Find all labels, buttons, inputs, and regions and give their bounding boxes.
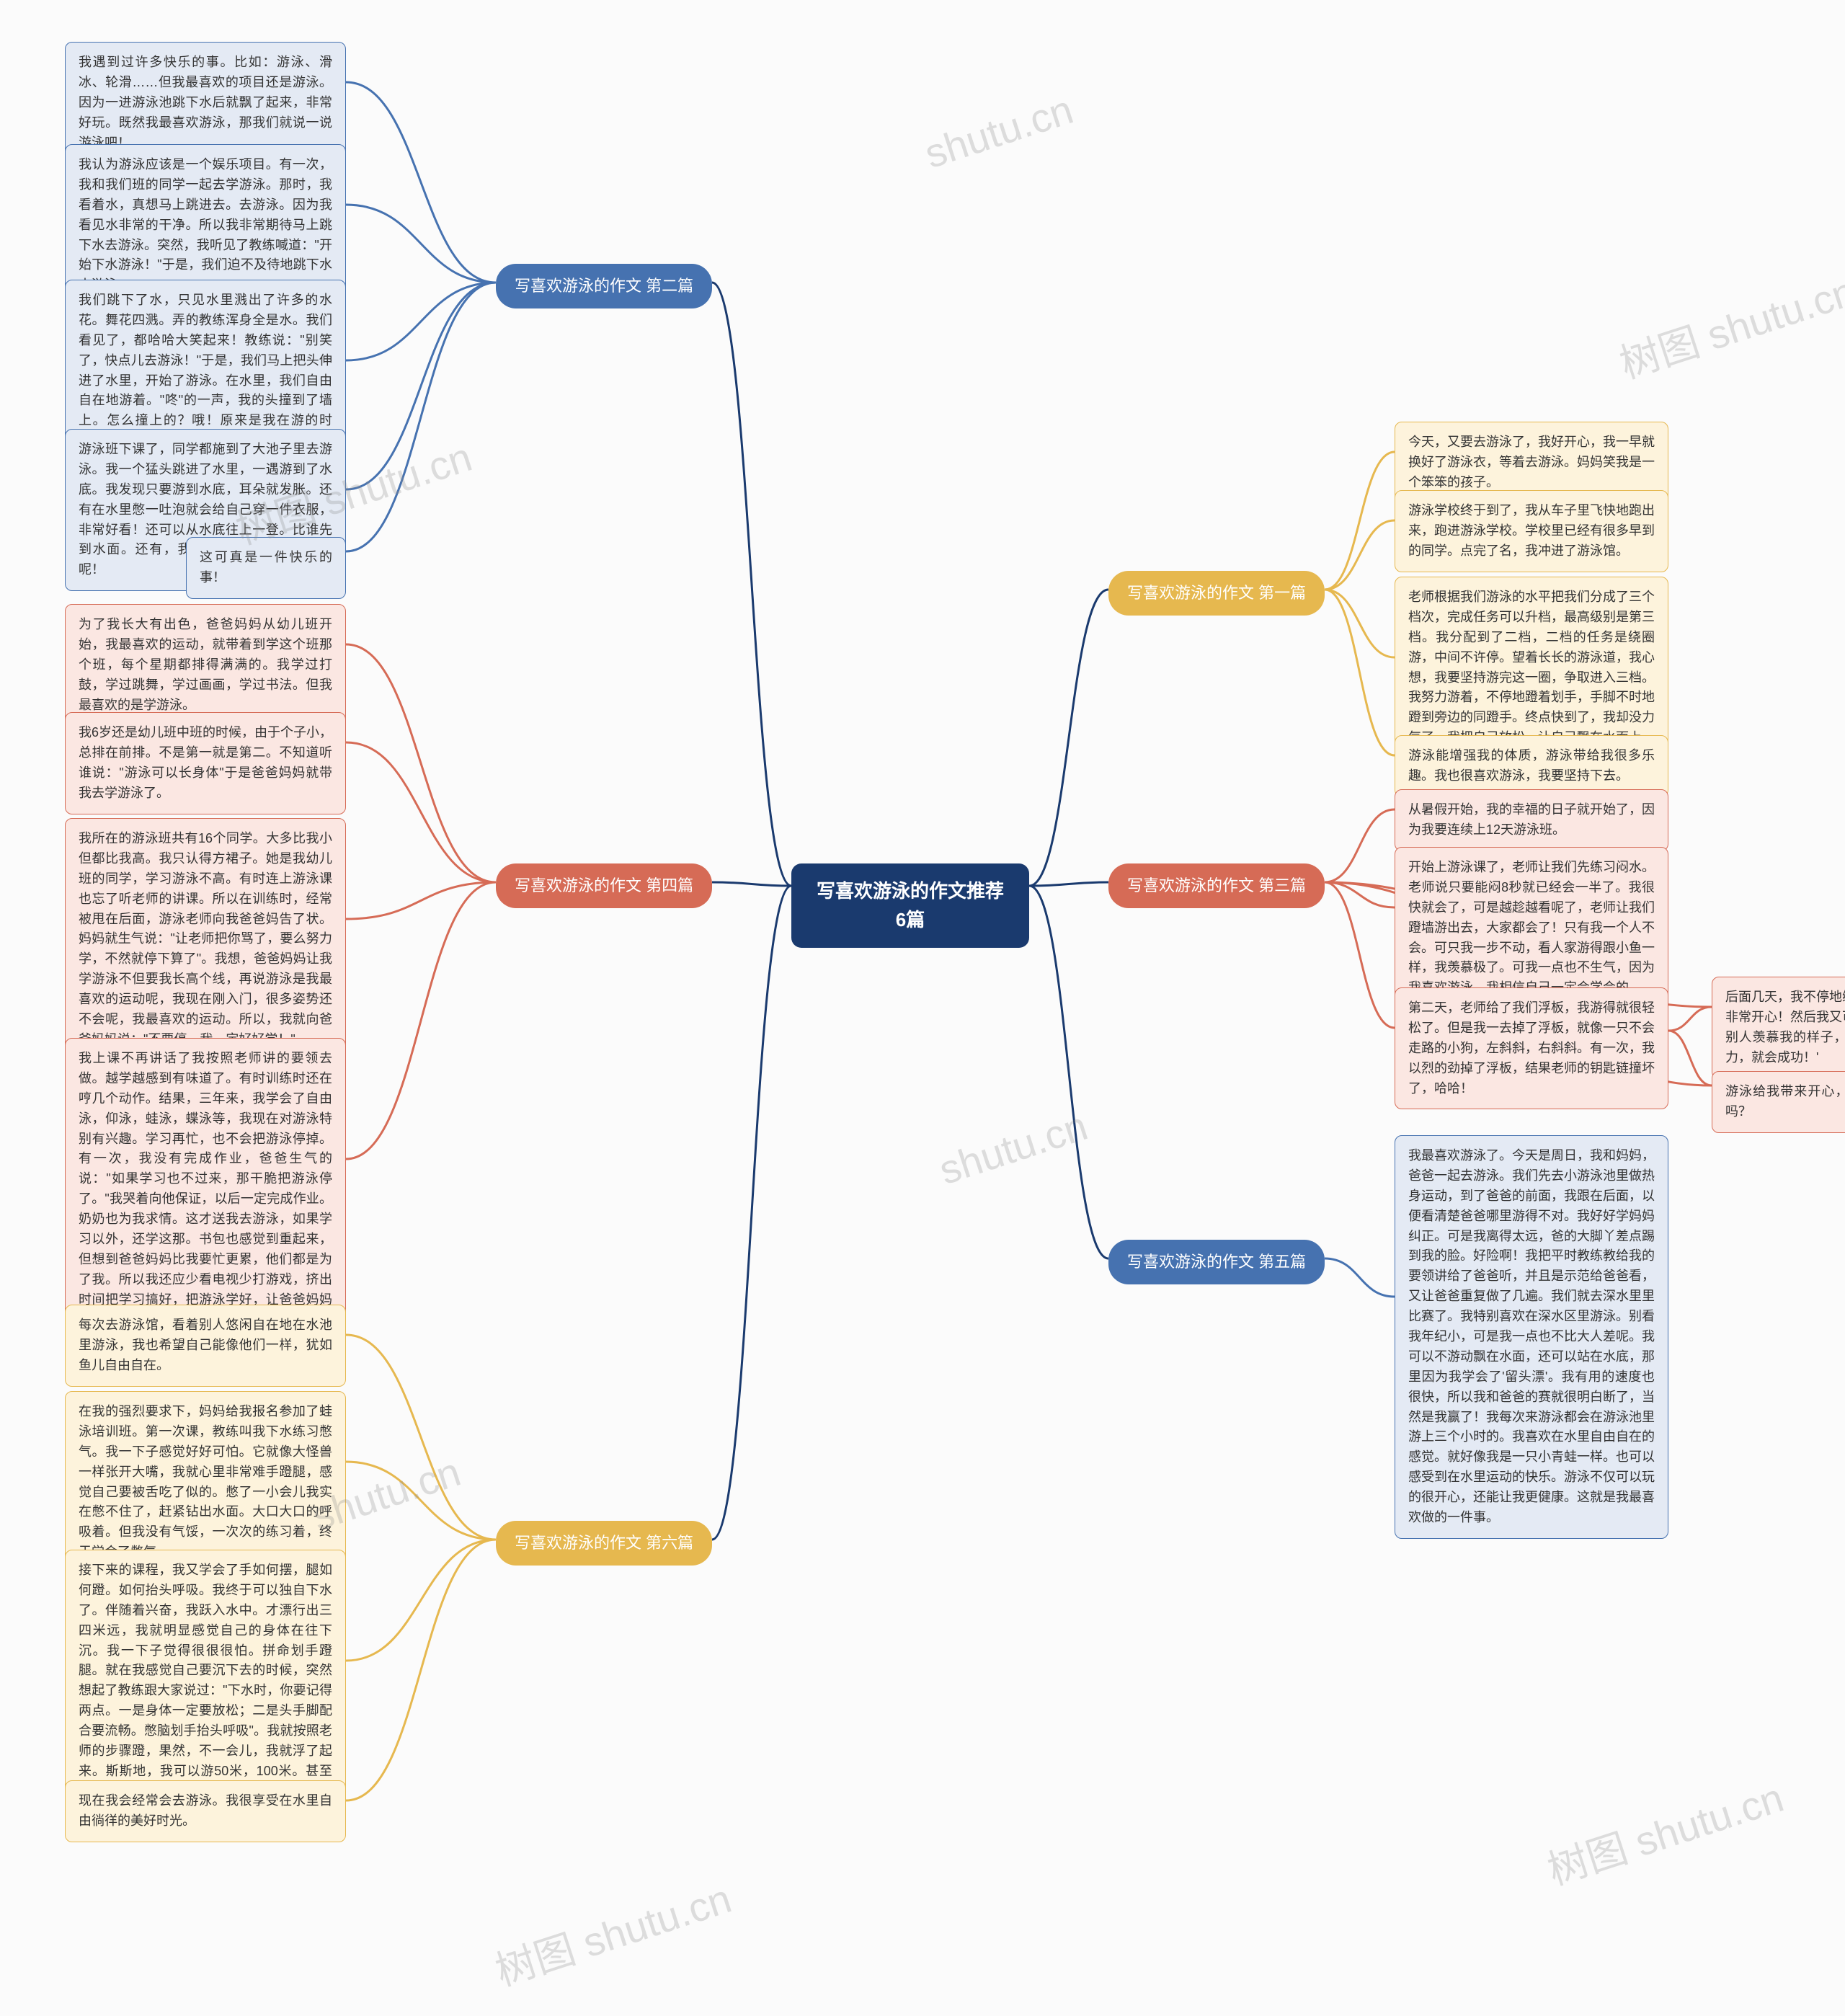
watermark: shutu.cn xyxy=(919,86,1078,177)
branch-node: 写喜欢游泳的作文 第五篇 xyxy=(1108,1240,1325,1284)
leaf-node: 从暑假开始，我的幸福的日子就开始了，因为我要连续上12天游泳班。 xyxy=(1395,789,1668,851)
leaf-node: 后面几天，我不停地练习，终于会游了。我非常开心！然后我又可以到深水游了。看到别人… xyxy=(1712,977,1845,1079)
leaf-node: 每次去游泳馆，看着别人悠闲自在地在水池里游泳，我也希望自己能像他们一样，犹如鱼儿… xyxy=(65,1305,346,1387)
branch-node: 写喜欢游泳的作文 第六篇 xyxy=(496,1521,712,1566)
leaf-node: 游泳给我带来开心，你说我会不喜欢游泳吗？ xyxy=(1712,1071,1845,1133)
leaf-node: 第二天，老师给了我们浮板，我游得就很轻松了。但是我一去掉了浮板，就像一只不会走路… xyxy=(1395,987,1668,1109)
leaf-node: 我上课不再讲话了我按照老师讲的要领去做。越学越感到有味道了。有时训练时还在哼几个… xyxy=(65,1038,346,1341)
watermark: 树图 shutu.cn xyxy=(1539,1766,1790,1897)
leaf-node: 现在我会经常会去游泳。我很享受在水里自由徜徉的美好时光。 xyxy=(65,1780,346,1842)
watermark: shutu.cn xyxy=(933,1102,1093,1194)
root-node: 写喜欢游泳的作文推荐6篇 xyxy=(791,863,1029,948)
branch-node: 写喜欢游泳的作文 第三篇 xyxy=(1108,863,1325,908)
leaf-node: 在我的强烈要求下，妈妈给我报名参加了蛙泳培训班。第一次课，教练叫我下水练习憋气。… xyxy=(65,1391,346,1573)
leaf-node: 游泳能增强我的体质，游泳带给我很多乐趣。我也很喜欢游泳，我要坚持下去。 xyxy=(1395,735,1668,797)
leaf-node: 开始上游泳课了，老师让我们先练习闷水。老师说只要能闷8秒就已经会一半了。我很快就… xyxy=(1395,847,1668,1009)
leaf-node: 游泳学校终于到了，我从车子里飞快地跑出来，跑进游泳学校。学校里已经有很多早到的同… xyxy=(1395,490,1668,572)
watermark: 树图 shutu.cn xyxy=(1611,259,1845,391)
leaf-node: 我所在的游泳班共有16个同学。大多比我小但都比我高。我只认得方裙子。她是我幼儿班… xyxy=(65,818,346,1061)
branch-node: 写喜欢游泳的作文 第二篇 xyxy=(496,264,712,308)
branch-node: 写喜欢游泳的作文 第四篇 xyxy=(496,863,712,908)
leaf-node: 我6岁还是幼儿班中班的时候，由于个子小，总排在前排。不是第一就是第二。不知道听谁… xyxy=(65,712,346,814)
leaf-node: 为了我长大有出色，爸爸妈妈从幼儿班开始，我最喜欢的运动，就带着到学这个班那个班，… xyxy=(65,604,346,726)
branch-node: 写喜欢游泳的作文 第一篇 xyxy=(1108,571,1325,616)
leaf-node: 这可真是一件快乐的事！ xyxy=(186,537,346,599)
watermark: 树图 shutu.cn xyxy=(487,1867,738,1998)
leaf-node: 我最喜欢游泳了。今天是周日，我和妈妈，爸爸一起去游泳。我们先去小游泳池里做热身运… xyxy=(1395,1135,1668,1539)
